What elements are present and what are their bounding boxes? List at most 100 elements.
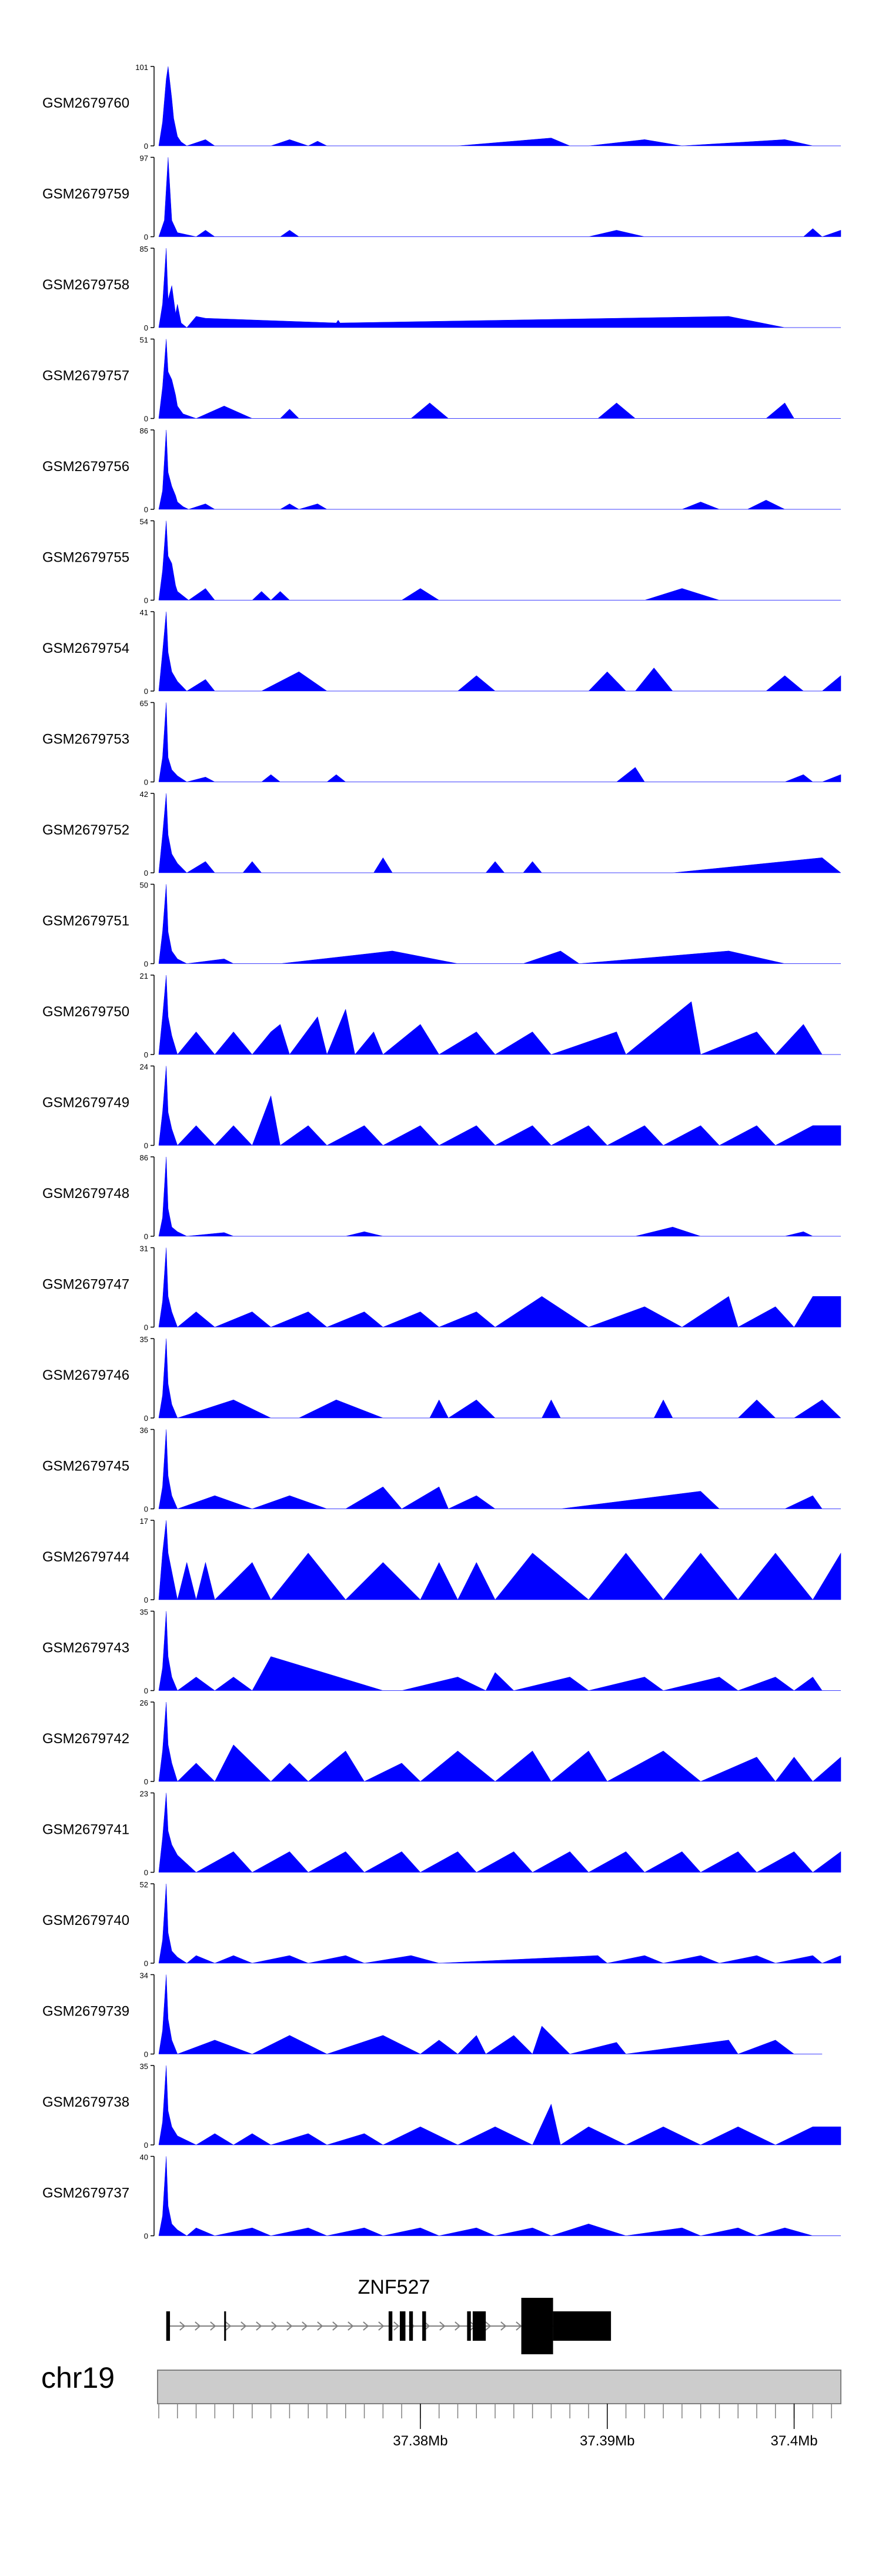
- strand-arrow: [363, 2321, 369, 2331]
- track-GSM2679757: GSM2679757 51 0: [42, 336, 841, 423]
- coverage-area: [158, 1156, 841, 1237]
- strand-arrow: [332, 2321, 339, 2331]
- track-GSM2679755: GSM2679755 54 0: [42, 518, 841, 605]
- genome-axis-label: 37.38Mb: [393, 2433, 447, 2449]
- y-min-label: 0: [144, 1323, 148, 1332]
- track-label: GSM2679747: [42, 1277, 129, 1293]
- track-label: GSM2679740: [42, 1913, 129, 1928]
- y-min-label: 0: [144, 1777, 148, 1786]
- track-GSM2679758: GSM2679758 85 0: [42, 245, 841, 332]
- coverage-area: [158, 1066, 841, 1146]
- coverage-area: [158, 1701, 841, 1782]
- strand-arrow: [271, 2321, 278, 2331]
- y-max-label: 23: [140, 1790, 148, 1798]
- coverage-area: [158, 429, 841, 510]
- y-min-label: 0: [144, 596, 148, 605]
- y-max-label: 26: [140, 1699, 148, 1707]
- exon: [224, 2311, 226, 2341]
- strand-arrow: [485, 2321, 492, 2331]
- track-GSM2679744: GSM2679744 17 0: [42, 1517, 841, 1604]
- coverage-area: [158, 611, 841, 692]
- coverage-area: [158, 339, 841, 419]
- track-label: GSM2679744: [42, 1549, 129, 1565]
- track-label: GSM2679754: [42, 640, 129, 656]
- strand-arrow: [225, 2321, 232, 2331]
- y-max-label: 85: [140, 245, 148, 253]
- exon: [521, 2298, 553, 2354]
- track-label: GSM2679737: [42, 2185, 129, 2201]
- track-GSM2679740: GSM2679740 52 0: [42, 1880, 841, 1968]
- y-min-label: 0: [144, 687, 148, 696]
- y-max-label: 65: [140, 699, 148, 708]
- y-max-label: 54: [140, 518, 148, 526]
- track-label: GSM2679739: [42, 2004, 129, 2020]
- track-GSM2679748: GSM2679748 86 0: [42, 1153, 841, 1241]
- y-min-label: 0: [144, 142, 148, 151]
- exon: [467, 2311, 471, 2341]
- track-GSM2679759: GSM2679759 97 0: [42, 154, 841, 242]
- track-label: GSM2679738: [42, 2094, 129, 2110]
- chromosome-band: [157, 2370, 841, 2404]
- y-max-label: 31: [140, 1244, 148, 1253]
- strand-arrow: [455, 2321, 461, 2331]
- y-max-label: 86: [140, 1153, 148, 1162]
- coverage-area: [158, 248, 841, 328]
- y-min-label: 0: [144, 233, 148, 242]
- y-min-label: 0: [144, 1414, 148, 1423]
- y-min-label: 0: [144, 960, 148, 969]
- strand-arrow: [378, 2321, 385, 2331]
- coverage-area: [158, 2156, 841, 2236]
- strand-arrow: [424, 2321, 430, 2331]
- chromosome-label: chr19: [41, 2361, 115, 2394]
- strand-arrow: [516, 2321, 522, 2331]
- y-min-label: 0: [144, 2050, 148, 2059]
- coverage-area: [158, 1338, 841, 1419]
- track-label: GSM2679749: [42, 1095, 129, 1111]
- exon: [553, 2311, 612, 2341]
- exon: [399, 2311, 406, 2341]
- track-GSM2679746: GSM2679746 35 0: [42, 1335, 841, 1423]
- coverage-area: [158, 1883, 841, 1964]
- track-GSM2679760: GSM2679760 101 0: [42, 63, 841, 151]
- coverage-area: [158, 1611, 841, 1691]
- y-min-label: 0: [144, 323, 148, 332]
- chromosome-ideogram: chr19 37.38Mb 37.39Mb 37.4Mb: [41, 2361, 841, 2449]
- y-min-label: 0: [144, 2141, 148, 2150]
- y-max-label: 50: [140, 881, 148, 890]
- strand-arrow: [348, 2321, 354, 2331]
- strand-arrow: [240, 2321, 247, 2331]
- y-max-label: 36: [140, 1426, 148, 1435]
- strand-arrow: [439, 2321, 446, 2331]
- coverage-tracks: GSM2679760 101 0 GSM2679759 97 0 GSM2679758 85 0…: [42, 63, 841, 2241]
- y-max-label: 35: [140, 1608, 148, 1617]
- strand-arrow: [302, 2321, 308, 2331]
- coverage-area: [158, 1520, 841, 1600]
- y-min-label: 0: [144, 1505, 148, 1514]
- coverage-area: [158, 2065, 841, 2145]
- track-label: GSM2679758: [42, 277, 129, 293]
- track-label: GSM2679743: [42, 1640, 129, 1656]
- y-max-label: 51: [140, 336, 148, 345]
- strand-arrow: [210, 2321, 216, 2331]
- track-label: GSM2679759: [42, 186, 129, 202]
- y-max-label: 42: [140, 790, 148, 799]
- y-max-label: 41: [140, 608, 148, 617]
- coverage-area: [158, 1974, 823, 2054]
- track-GSM2679743: GSM2679743 35 0: [42, 1608, 841, 1696]
- track-label: GSM2679750: [42, 1004, 129, 1020]
- track-GSM2679747: GSM2679747 31 0: [42, 1244, 841, 1332]
- y-max-label: 21: [140, 972, 148, 980]
- track-GSM2679752: GSM2679752 42 0: [42, 790, 841, 877]
- coverage-area: [158, 1247, 841, 1327]
- track-GSM2679738: GSM2679738 35 0: [42, 2062, 841, 2150]
- y-min-label: 0: [144, 505, 148, 514]
- coverage-area: [158, 1429, 841, 1509]
- track-GSM2679756: GSM2679756 86 0: [42, 426, 841, 514]
- y-max-label: 97: [140, 154, 148, 163]
- track-GSM2679745: GSM2679745 36 0: [42, 1426, 841, 1514]
- gene-model: ZNF527: [166, 2276, 612, 2354]
- y-min-label: 0: [144, 1596, 148, 1604]
- y-max-label: 17: [140, 1517, 148, 1526]
- track-label: GSM2679757: [42, 368, 129, 384]
- track-label: GSM2679746: [42, 1367, 129, 1383]
